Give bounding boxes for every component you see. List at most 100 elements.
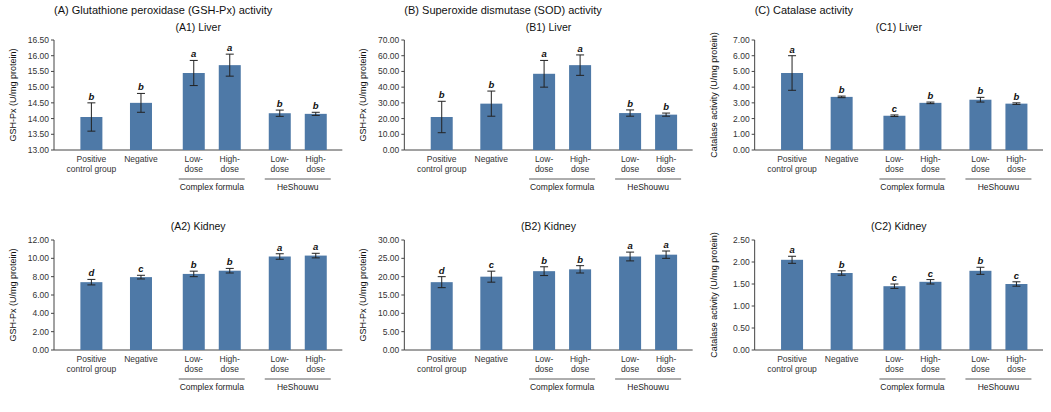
- error-bar: [87, 103, 95, 131]
- y-tick: [401, 258, 404, 259]
- error-bar-cap: [540, 275, 548, 276]
- error-bar-stem: [91, 279, 92, 285]
- x-category-label-line: control group: [67, 364, 117, 374]
- y-axis-line: [754, 40, 755, 150]
- y-tick-label: 0.00: [733, 345, 750, 355]
- y-tick-label: 0.50: [733, 323, 750, 333]
- y-axis-line: [404, 40, 405, 150]
- error-bar-cap: [87, 284, 95, 285]
- marks: [80, 54, 326, 150]
- bar: [1005, 104, 1027, 150]
- y-tick-label: 6.00: [733, 51, 750, 61]
- y-tick-label: 10.00: [378, 308, 400, 318]
- y-tick-label: 0.00: [383, 345, 400, 355]
- group-label: HeShouwu: [978, 382, 1020, 392]
- panel-subtitle: (B2) Kidney: [521, 220, 577, 232]
- group-label: Complex formula: [880, 382, 945, 392]
- x-category-label: Low-dose: [271, 354, 290, 374]
- group-underline: [615, 179, 681, 180]
- y-tick: [51, 276, 54, 277]
- error-bar-cap: [890, 288, 898, 289]
- error-bar: [626, 252, 634, 261]
- y-tick: [51, 118, 54, 119]
- y-tick: [401, 134, 404, 135]
- x-category-label-line: control group: [417, 164, 467, 174]
- significance-letter: b: [313, 100, 319, 111]
- y-tick-label: 0.00: [733, 145, 750, 155]
- bar: [919, 282, 941, 350]
- y-tick: [51, 40, 54, 41]
- bar: [883, 116, 905, 150]
- group-underline: [179, 379, 245, 380]
- y-axis-label: Catalase activity (U/mg protein): [709, 32, 719, 158]
- panel-subtitle: (A1) Liver: [175, 21, 221, 33]
- error-bar: [788, 56, 796, 91]
- significance-letter: b: [191, 259, 197, 270]
- group-label: Complex formula: [180, 382, 245, 392]
- panel-title: (A) Glutathione peroxidase (GSH-Px) acti…: [54, 4, 273, 16]
- significance-letter: b: [978, 255, 984, 266]
- error-bar: [1012, 282, 1020, 286]
- x-category-label-line: dose: [307, 164, 326, 174]
- group-underline: [265, 179, 331, 180]
- error-bar-cap: [626, 252, 634, 253]
- panel-title: (C) Catalase activity: [755, 4, 854, 16]
- y-tick: [401, 87, 404, 88]
- error-bar: [576, 266, 584, 273]
- x-category-label: Positivecontrol group: [417, 154, 467, 174]
- error-bar-cap: [626, 109, 634, 110]
- y-tick: [752, 55, 755, 56]
- y-axis-label: GSH-Px (U/mg protein): [358, 48, 368, 141]
- y-tick-label: 2.00: [733, 257, 750, 267]
- y-tick: [752, 118, 755, 119]
- significance-letter: b: [88, 91, 94, 102]
- y-tick: [401, 240, 404, 241]
- panel: (B2) Kidney0.005.0010.0015.0020.0025.003…: [358, 220, 692, 392]
- x-category-label: Negative: [825, 154, 859, 164]
- x-category-label-line: dose: [885, 364, 904, 374]
- marks: [781, 56, 1027, 150]
- y-tick-label: 1.00: [733, 301, 750, 311]
- x-category-label: High-dose: [570, 154, 590, 174]
- error-bar-stem: [491, 271, 492, 282]
- y-tick: [401, 71, 404, 72]
- x-category-label-line: Low-: [971, 154, 990, 164]
- bar: [183, 274, 205, 350]
- significance-letter: c: [138, 263, 144, 274]
- x-category-label-line: High-: [656, 154, 676, 164]
- significance-letter: b: [839, 259, 845, 270]
- error-bar-cap: [312, 257, 320, 258]
- x-category-label: Low-dose: [535, 354, 554, 374]
- x-category-label-line: dose: [271, 164, 290, 174]
- x-category-label-line: High-: [570, 354, 590, 364]
- error-bar-cap: [276, 110, 284, 111]
- group-label: Complex formula: [530, 182, 595, 192]
- x-category-label: Negative: [825, 354, 859, 364]
- error-bar-cap: [226, 273, 234, 274]
- error-bar-stem: [229, 54, 230, 76]
- error-bar-cap: [926, 284, 934, 285]
- bar: [1005, 284, 1027, 350]
- error-bar-stem: [315, 253, 316, 258]
- significance-letter: a: [789, 44, 794, 55]
- bar: [269, 113, 291, 150]
- y-tick: [752, 87, 755, 88]
- marks: [781, 256, 1027, 350]
- x-category-label: High-dose: [656, 354, 676, 374]
- y-tick-label: 10.00: [378, 129, 400, 139]
- y-tick: [752, 71, 755, 72]
- x-category-label-line: dose: [185, 164, 204, 174]
- error-bar-cap: [926, 279, 934, 280]
- error-bar-cap: [576, 54, 584, 55]
- error-bar-stem: [279, 254, 280, 260]
- error-bar-stem: [91, 103, 92, 131]
- error-bar-stem: [193, 60, 194, 85]
- error-bar-cap: [487, 116, 495, 117]
- error-bar: [838, 271, 846, 275]
- y-tick-label: 30.00: [378, 98, 400, 108]
- y-tick-label: 25.00: [378, 253, 400, 263]
- error-bar-stem: [792, 256, 793, 263]
- error-bar-cap: [788, 256, 796, 257]
- x-category-label-line: dose: [221, 364, 240, 374]
- x-category-label-line: Low-: [621, 154, 640, 164]
